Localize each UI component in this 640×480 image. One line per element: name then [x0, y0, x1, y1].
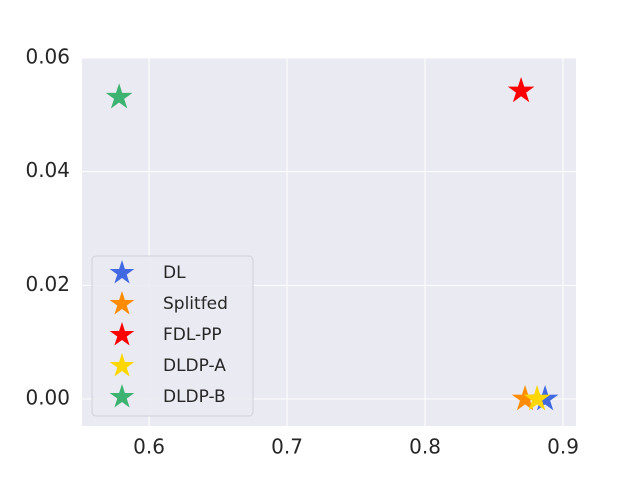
- point: [523, 385, 551, 411]
- legend-label: FDL-PP: [163, 325, 222, 345]
- y-tick-label: 0.02: [25, 272, 70, 296]
- legend-label: Splitfed: [163, 294, 228, 314]
- y-tick-label: 0.00: [25, 386, 70, 410]
- x-tick-label: 0.9: [547, 435, 579, 459]
- y-tick-label: 0.06: [25, 45, 70, 69]
- legend-marker: [109, 291, 135, 315]
- legend-marker: [109, 260, 135, 284]
- legend-marker: [109, 353, 135, 377]
- x-tick-label: 0.6: [133, 435, 165, 459]
- legend-marker: [109, 384, 135, 408]
- x-tick-label: 0.7: [271, 435, 303, 459]
- legend-marker: [109, 322, 135, 346]
- point: [511, 385, 539, 411]
- x-tick-label: 0.8: [409, 435, 441, 459]
- point: [105, 83, 133, 109]
- legend-label: DLDP-A: [163, 356, 226, 376]
- legend-box: [91, 255, 254, 417]
- point: [507, 76, 535, 103]
- y-tick-label: 0.04: [25, 158, 70, 182]
- legend-label: DL: [163, 263, 186, 283]
- legend-label: DLDP-B: [163, 387, 226, 407]
